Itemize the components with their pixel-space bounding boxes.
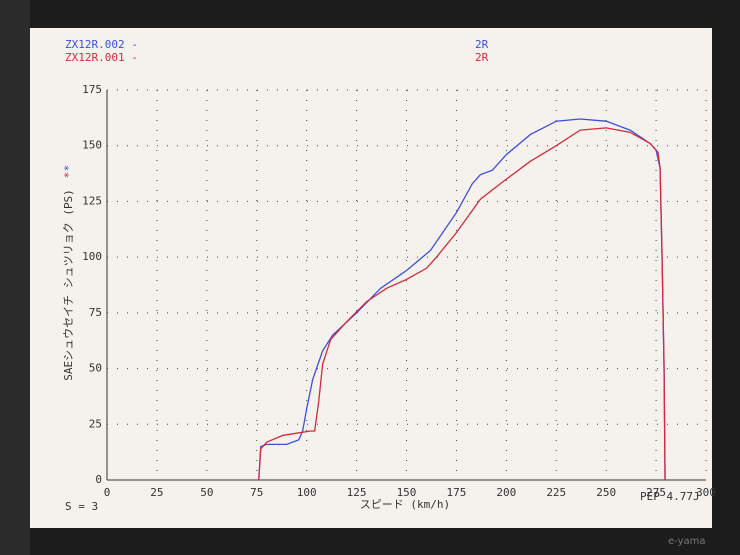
y-axis-label: SAEシュウセイチ シュツリョク (PS) [62,189,75,381]
bezel-edge [0,0,30,555]
y-tick-label: 50 [89,362,102,375]
x-tick-label: 50 [200,486,213,499]
y-tick-label: 0 [95,473,102,486]
x-tick-label: 275 [646,486,666,499]
legend-marker: * [62,172,75,179]
note: PEP 4.77J [640,490,700,503]
legend-name: ZX12R.002 - [65,38,138,51]
y-tick-label: 25 [89,417,102,430]
x-axis-label: スピード (km/h) [360,498,450,511]
legend-tag: 2R [475,38,489,51]
x-tick-label: 125 [347,486,367,499]
x-tick-label: 300 [696,486,716,499]
x-tick-label: 150 [397,486,417,499]
note: S = 3 [65,500,98,513]
y-tick-label: 175 [82,83,102,96]
x-tick-label: 225 [546,486,566,499]
x-tick-label: 100 [297,486,317,499]
x-tick-label: 250 [596,486,616,499]
x-tick-label: 75 [250,486,263,499]
y-tick-label: 150 [82,139,102,152]
screen [30,28,712,528]
legend-marker: * [62,165,75,172]
x-tick-label: 175 [446,486,466,499]
x-tick-label: 25 [150,486,163,499]
y-tick-label: 100 [82,250,102,263]
y-tick-label: 75 [89,306,102,319]
series-line [258,127,666,481]
x-tick-label: 0 [104,486,111,499]
legend-tag: 2R [475,51,489,64]
brand: e-yama [668,536,706,547]
legend-name: ZX12R.001 - [65,51,138,64]
x-tick-label: 200 [496,486,516,499]
y-tick-label: 125 [82,194,102,207]
